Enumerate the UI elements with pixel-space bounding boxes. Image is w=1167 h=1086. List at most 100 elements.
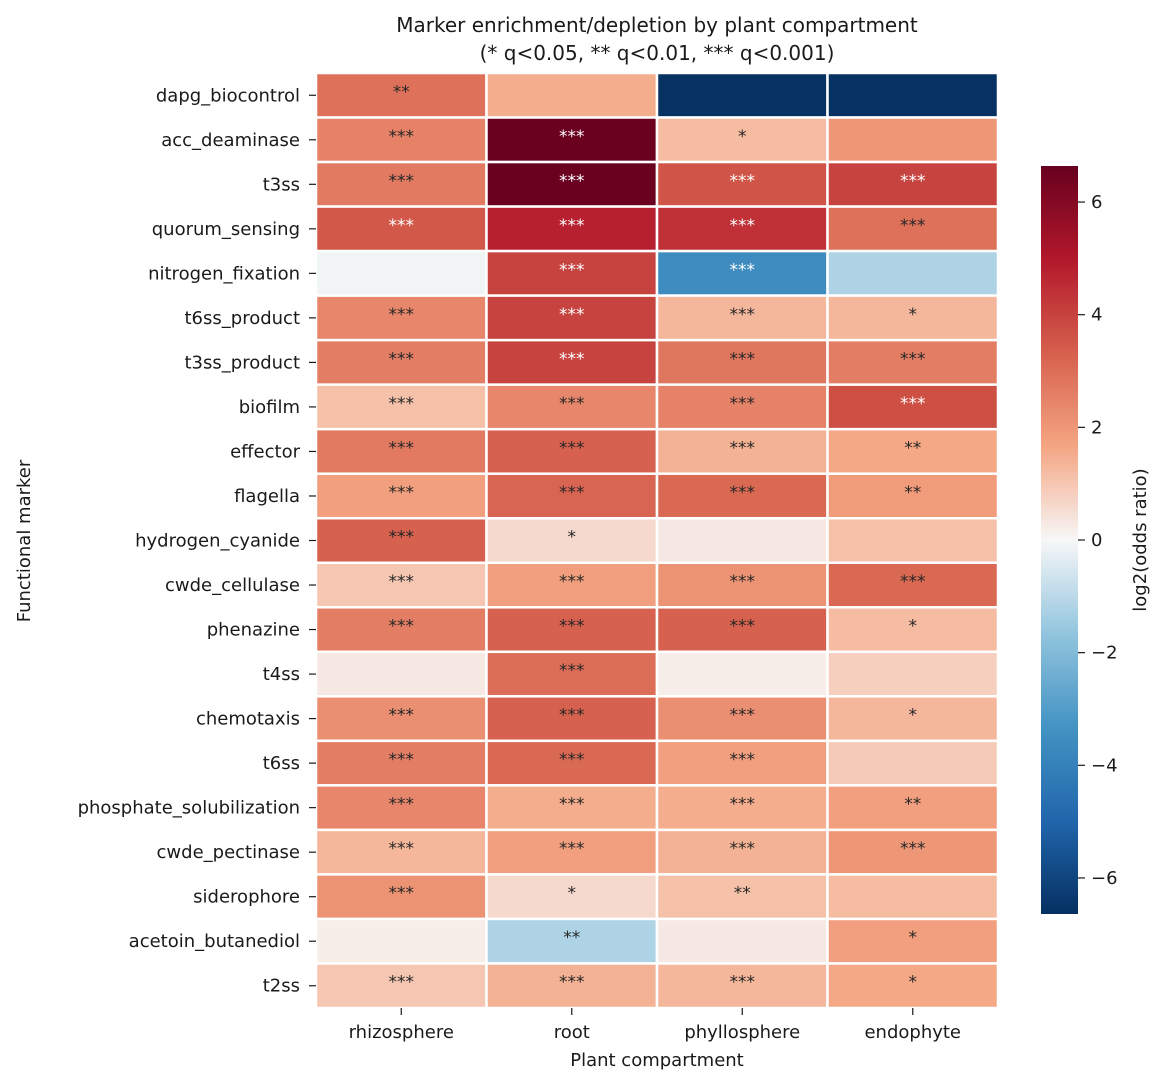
row-label: acc_deaminase: [161, 130, 300, 151]
row-label: hydrogen_cyanide: [135, 531, 300, 552]
significance-label: ***: [730, 438, 756, 458]
significance-label: ***: [559, 127, 585, 147]
row-label: t3ss: [263, 174, 300, 195]
colorbar-tick-label: −6: [1091, 868, 1118, 889]
significance-label: ***: [389, 617, 415, 637]
row-labels: dapg_biocontrol acc_deaminase t3ss quorum_s…: [78, 85, 316, 997]
row-label: effector: [230, 441, 301, 462]
significance-labels: ***** *** **** *** *** ****** *** *** ****** ****…: [389, 82, 926, 992]
heatmap-cell: [655, 650, 829, 698]
heatmap-cell: [826, 249, 1000, 297]
row-label: t4ss: [263, 664, 300, 685]
heatmap-cell: [826, 383, 1000, 431]
heatmap-cell: [485, 962, 659, 1010]
significance-label: *: [909, 305, 918, 325]
significance-label: ***: [900, 572, 926, 592]
significance-label: ***: [730, 216, 756, 236]
significance-label: ***: [389, 706, 415, 726]
heatmap-cell: [655, 784, 829, 832]
significance-label: ***: [559, 216, 585, 236]
significance-label: *: [568, 884, 577, 904]
significance-label: ***: [900, 839, 926, 859]
row-label: t2ss: [263, 976, 300, 997]
significance-label: ***: [389, 839, 415, 859]
row-label: cwde_cellulase: [165, 575, 300, 596]
row-label: phenazine: [207, 620, 300, 641]
significance-label: ***: [559, 260, 585, 280]
row-label: t6ss: [263, 753, 300, 774]
row-label: cwde_pectinase: [157, 842, 300, 863]
significance-label: ***: [389, 349, 415, 369]
row-label: phosphate_solubilization: [78, 798, 300, 819]
significance-label: ***: [559, 617, 585, 637]
heatmap-cell: [826, 116, 1000, 164]
significance-label: **: [563, 928, 580, 948]
row-label: t6ss_product: [185, 308, 301, 329]
significance-label: ***: [730, 483, 756, 503]
heatmap-cell: [314, 383, 488, 431]
significance-label: *: [909, 706, 918, 726]
significance-label: ***: [389, 216, 415, 236]
heatmap-cell: [485, 516, 659, 565]
heatmap-cell: [826, 739, 1000, 787]
significance-label: ***: [389, 750, 415, 770]
heatmap-cell: [314, 338, 488, 386]
significance-label: *: [909, 928, 918, 948]
significance-label: ***: [389, 171, 415, 191]
significance-label: ***: [730, 973, 756, 993]
heatmap-cell: [314, 650, 488, 698]
heatmap-cell: [655, 516, 829, 565]
heatmap-cell: [826, 338, 1000, 386]
significance-label: **: [393, 82, 410, 102]
heatmap-cell: [826, 160, 1000, 208]
significance-label: ***: [389, 483, 415, 503]
heatmap-cell: [655, 294, 829, 342]
heatmap-cell: [826, 294, 1000, 342]
heatmap-cell: [655, 71, 829, 119]
column-label: endophyte: [864, 1022, 961, 1043]
significance-label: ***: [389, 528, 415, 548]
heatmap-cell: [314, 695, 488, 743]
heatmap-cell: [655, 828, 829, 876]
significance-label: **: [904, 438, 921, 458]
colorbar-tick-label: 2: [1091, 417, 1102, 438]
heatmap-cell: [826, 695, 1000, 743]
significance-label: *: [568, 528, 577, 548]
column-label: rhizosphere: [349, 1022, 454, 1043]
chart-subtitle: (* q<0.05, ** q<0.01, *** q<0.001): [480, 41, 835, 65]
significance-label: ***: [559, 661, 585, 681]
significance-label: ***: [900, 216, 926, 236]
heatmap-cell: [485, 294, 659, 342]
significance-label: ***: [559, 572, 585, 592]
significance-label: ***: [730, 839, 756, 859]
heatmap-cell: [485, 71, 659, 119]
significance-label: ***: [900, 349, 926, 369]
heatmap-cell: [826, 962, 1000, 1010]
column-labels: rhizosphere root phyllosphere endophyte: [349, 1008, 961, 1043]
significance-label: ***: [389, 884, 415, 904]
colorbar-tick-label: −2: [1091, 643, 1118, 664]
heatmap-cell: [485, 160, 659, 208]
heatmap-cell: [314, 561, 488, 609]
significance-label: ***: [389, 572, 415, 592]
column-label: root: [554, 1022, 590, 1043]
row-label: nitrogen_fixation: [148, 263, 300, 284]
significance-label: ***: [730, 795, 756, 815]
heatmap-cell: [485, 650, 659, 698]
heatmap-cell: [826, 205, 1000, 253]
significance-label: ***: [730, 706, 756, 726]
significance-label: ***: [559, 973, 585, 993]
colorbar-tick-label: 6: [1091, 192, 1102, 213]
significance-label: ***: [559, 795, 585, 815]
row-label: siderophore: [193, 887, 300, 908]
significance-label: ***: [730, 750, 756, 770]
significance-label: ***: [730, 349, 756, 369]
x-axis-title: Plant compartment: [570, 1050, 744, 1071]
heatmap-cell: [826, 873, 1000, 921]
row-label: acetoin_butanediol: [129, 931, 300, 952]
heatmap-cell: [655, 695, 829, 743]
significance-label: ***: [389, 394, 415, 414]
heatmap-cell: [485, 338, 659, 386]
significance-label: ***: [730, 394, 756, 414]
